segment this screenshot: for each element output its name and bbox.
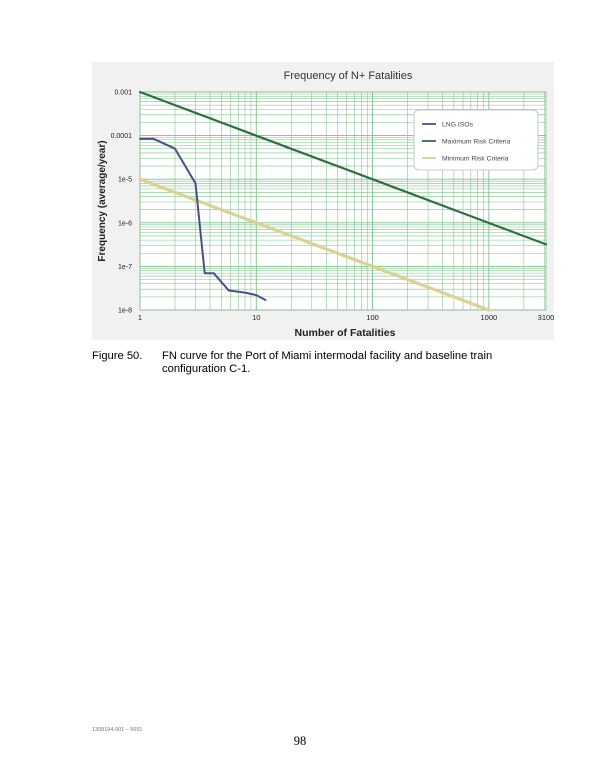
x-axis-label: Number of Fatalities xyxy=(295,327,396,339)
y-tick-label: 1e-7 xyxy=(118,264,132,271)
series-line xyxy=(139,137,267,301)
y-tick-label: 1e-5 xyxy=(118,177,132,184)
y-tick-label: 0.0001 xyxy=(111,133,133,140)
fn-chart: 1 10 100 1000 3100 1e-8 1e-7 1e-6 1e-5 0.0001 0.00… xyxy=(97,70,554,339)
caption-text: FN curve for the Port of Miami intermoda… xyxy=(162,350,493,375)
plot-border xyxy=(139,91,547,311)
x-tick-label: 100 xyxy=(366,313,379,322)
x-tick-label: 1 xyxy=(138,313,142,322)
grid-lines xyxy=(139,91,546,311)
legend-label: Maximum Risk Criteria xyxy=(442,139,511,146)
legend-label: Minimum Risk Criteria xyxy=(442,156,509,163)
y-axis-label: Frequency (average/year) xyxy=(97,140,108,261)
chart-title: Frequency of N+ Fatalities xyxy=(284,70,413,82)
x-tick-label: 10 xyxy=(252,313,260,322)
y-tick-label: 0.001 xyxy=(114,90,132,97)
legend-box xyxy=(413,109,539,171)
footer-doc-id: 1308194.001 – 5691 xyxy=(92,727,143,733)
legend-label: LNG ISOs xyxy=(442,122,474,129)
figure: 1 10 100 1000 3100 1e-8 1e-7 1e-6 1e-5 0.0001 0.00… xyxy=(92,62,554,340)
x-tick-label: 3100 xyxy=(538,313,554,322)
y-tick-label: 1e-8 xyxy=(118,308,132,315)
page-number: 98 xyxy=(293,734,307,748)
x-tick-label: 1000 xyxy=(481,313,498,322)
series-line xyxy=(138,90,548,246)
caption-number: Figure 50. xyxy=(92,350,143,362)
legend: LNG ISOs Maximum Risk Criteria Minimum Ris… xyxy=(413,109,539,171)
y-tick-label: 1e-6 xyxy=(118,220,132,227)
